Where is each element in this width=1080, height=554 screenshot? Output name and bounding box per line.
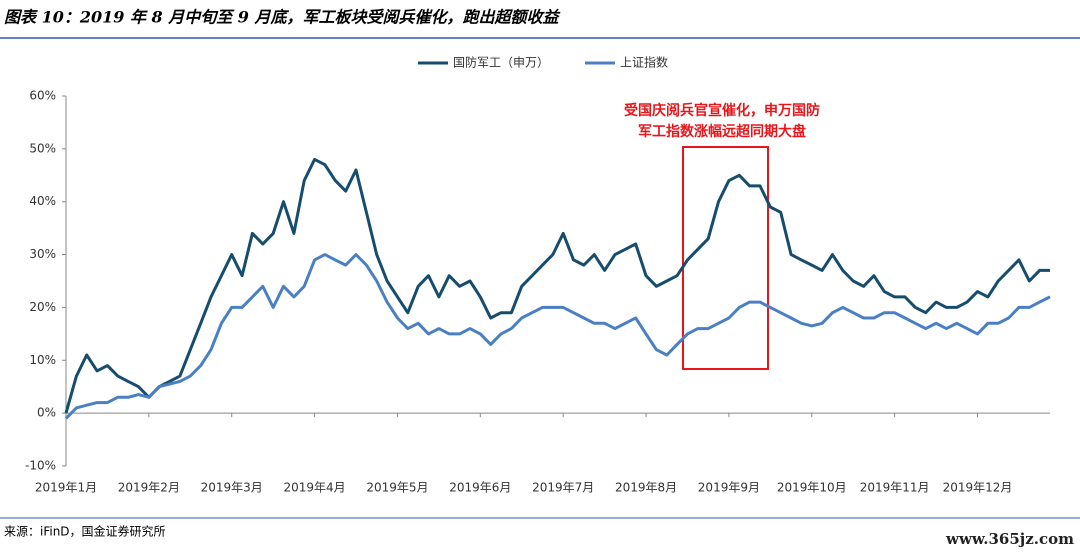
legend-label: 上证指数 — [620, 55, 668, 70]
x-tick-label: 2019年2月 — [118, 481, 180, 495]
x-tick-label: 2019年12月 — [943, 481, 1013, 495]
y-tick-label: 20% — [29, 300, 56, 314]
y-tick-label: 40% — [29, 194, 56, 208]
source: 来源：iFinD，国金证券研究所 — [4, 524, 166, 539]
y-tick-label: 50% — [29, 141, 56, 155]
x-tick-label: 2019年6月 — [449, 481, 511, 495]
highlight-box — [682, 146, 769, 370]
x-tick-label: 2019年8月 — [615, 481, 677, 495]
y-tick-label: 60% — [29, 89, 56, 103]
x-tick-label: 2019年11月 — [860, 481, 930, 495]
x-tick-label: 2019年4月 — [283, 481, 345, 495]
series-line — [64, 157, 1050, 414]
y-tick-label: 10% — [29, 353, 56, 367]
x-tick-label: 2019年3月 — [201, 481, 263, 495]
annotation: 受国庆阅兵官宣催化，申万国防 — [624, 102, 820, 119]
legend-label: 国防军工（申万） — [453, 55, 549, 70]
x-tick-label: 2019年7月 — [532, 481, 594, 495]
x-tick-label: 2019年5月 — [366, 481, 428, 495]
x-tick-label: 2019年10月 — [777, 481, 847, 495]
y-tick-label: 0% — [37, 406, 56, 420]
y-tick-label: -10% — [25, 459, 56, 473]
chart-title: 图表 10：2019 年 8 月中旬至 9 月底，军工板块受阅兵催化，跑出超额收… — [4, 8, 560, 27]
x-tick-label: 2019年9月 — [698, 481, 760, 495]
series-line — [64, 253, 1051, 420]
y-tick-label: 30% — [29, 247, 56, 261]
annotation: 军工指数涨幅远超同期大盘 — [638, 123, 806, 140]
watermark: www.365jz.com — [945, 530, 1074, 548]
x-tick-label: 2019年1月 — [35, 481, 97, 495]
